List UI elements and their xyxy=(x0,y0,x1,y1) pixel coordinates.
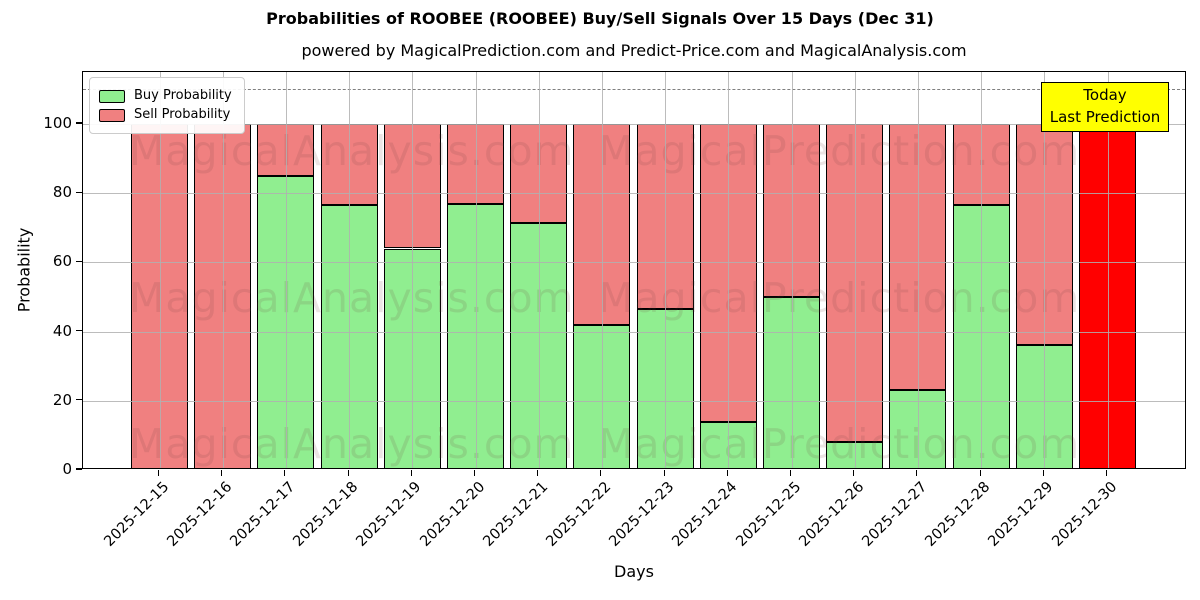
legend: Buy Probability Sell Probability xyxy=(89,77,245,134)
v-gridline xyxy=(665,72,667,468)
legend-label-buy: Buy Probability xyxy=(134,88,232,103)
x-tick-mark xyxy=(1105,470,1108,476)
h-gridline xyxy=(83,331,1185,333)
x-tick-mark xyxy=(473,470,476,476)
x-tick-mark xyxy=(916,470,918,476)
h-gridline xyxy=(83,400,1185,402)
legend-item-sell: Sell Probability xyxy=(99,107,232,123)
y-tick-label: 40 xyxy=(52,321,72,340)
chart-subtitle: powered by MagicalPrediction.com and Pre… xyxy=(301,41,967,60)
today-annotation-line1: Today xyxy=(1083,86,1127,104)
chart-title: Probabilities of ROOBEE (ROOBEE) Buy/Sel… xyxy=(266,9,934,28)
v-gridline xyxy=(349,72,351,468)
v-gridline xyxy=(728,72,730,468)
x-tick-mark xyxy=(410,470,412,476)
x-tick-mark xyxy=(789,470,792,476)
x-tick-mark xyxy=(600,470,602,476)
x-tick-mark xyxy=(221,470,223,476)
y-tick-label: 0 xyxy=(62,460,72,478)
y-tick-label: 60 xyxy=(52,252,72,271)
y-tick-mark xyxy=(76,191,82,193)
x-axis-label: Days xyxy=(614,562,654,581)
v-gridline xyxy=(222,72,224,468)
plot-area: Buy Probability Sell Probability Today L… xyxy=(82,71,1186,469)
v-gridline xyxy=(159,72,161,468)
x-tick-mark xyxy=(537,470,539,476)
v-gridline xyxy=(285,72,287,468)
h-gridline xyxy=(83,123,1185,125)
today-annotation-line2: Last Prediction xyxy=(1049,107,1161,126)
y-tick-mark xyxy=(76,329,82,332)
x-tick-mark xyxy=(726,470,728,476)
h-gridline xyxy=(83,262,1185,264)
dashed-guideline xyxy=(83,89,1185,91)
x-tick-mark xyxy=(1042,470,1044,476)
v-gridline xyxy=(1044,72,1046,468)
v-gridline xyxy=(917,72,919,468)
y-tick-label: 80 xyxy=(52,183,72,202)
buy-color-swatch xyxy=(99,89,125,103)
v-gridline xyxy=(791,72,793,468)
y-tick-mark xyxy=(76,260,82,262)
x-tick-mark xyxy=(979,470,981,476)
x-tick-mark xyxy=(157,470,160,476)
x-tick-mark xyxy=(347,470,349,476)
x-tick-mark xyxy=(284,470,286,476)
v-gridline xyxy=(412,72,414,468)
v-gridline xyxy=(601,72,603,468)
y-tick-label: 20 xyxy=(52,390,72,409)
v-gridline xyxy=(1107,72,1109,468)
h-gridline xyxy=(83,193,1185,195)
v-gridline xyxy=(981,72,983,468)
legend-label-sell: Sell Probability xyxy=(134,107,231,122)
y-tick-mark xyxy=(76,399,82,401)
v-gridline xyxy=(854,72,856,468)
v-gridline xyxy=(475,72,477,468)
v-gridline xyxy=(538,72,540,468)
today-annotation: Today Last Prediction xyxy=(1041,82,1169,132)
x-tick-mark xyxy=(663,470,665,476)
sell-color-swatch xyxy=(99,108,125,122)
x-tick-mark xyxy=(853,470,855,476)
y-tick-mark xyxy=(76,122,82,124)
legend-item-buy: Buy Probability xyxy=(99,88,232,104)
y-tick-label: 100 xyxy=(43,113,72,132)
y-tick-mark xyxy=(76,468,82,470)
